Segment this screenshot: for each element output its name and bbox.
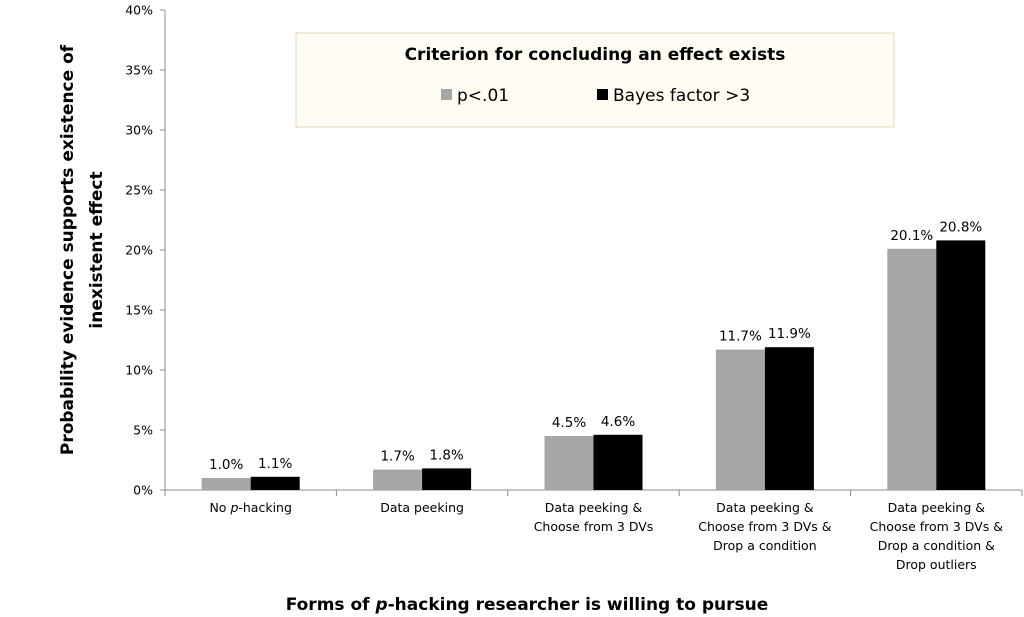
category-label-part: Drop outliers [896,557,977,572]
category-label-part: Drop a condition & [878,538,995,553]
x-axis-title: Forms of p-hacking researcher is willing… [286,595,769,615]
category-label-part: -hacking [238,500,292,515]
bar-p01 [715,349,765,490]
category-label-part: Data peeking & [888,500,986,515]
data-label: 1.0% [209,457,243,473]
data-label: 4.6% [601,414,635,430]
bar-bayes [250,476,300,490]
category-label-part: Choose from 3 DVs [534,519,654,534]
category-label-part: Data peeking & [716,500,814,515]
category-label-part: Data peeking [380,500,464,515]
data-label: 1.1% [258,456,292,472]
data-label: 11.7% [719,329,762,345]
legend: Criterion for concluding an effect exist… [295,32,895,128]
bar-p01 [373,469,423,490]
category-label: Data peeking & Choose from 3 DVs & Drop a … [870,500,1004,572]
data-label: 4.5% [552,415,586,431]
x-axis-title-pre: Forms of [286,595,376,615]
bar-p01 [201,478,251,490]
data-label: 20.8% [939,219,982,235]
bars [201,240,986,490]
bar-bayes [764,347,814,490]
y-tick-label: 40% [125,3,153,18]
data-label: 20.1% [890,228,933,244]
data-label: 1.7% [380,449,414,465]
y-tick-label: 35% [125,63,153,78]
x-axis-title-post: -hacking researcher is willing to pursue [388,595,769,615]
legend-swatch-p01 [441,89,452,100]
data-labels: 1.0% 1.7% 4.5% 11.7% 20.1% 1.1% 1.8% 4.6% 11.9% 2… [209,219,982,473]
data-label: 11.9% [768,326,811,342]
y-tick-label: 30% [125,123,153,138]
category-label: Data peeking [380,500,464,515]
legend-label-bayes: Bayes factor >3 [613,86,750,106]
x-axis [164,489,1023,496]
category-label-part: Choose from 3 DVs & [698,519,832,534]
y-tick-label: 10% [125,363,153,378]
bar-p01 [887,248,937,490]
y-tick-label: 5% [133,423,153,438]
legend-title: Criterion for concluding an effect exist… [405,45,786,65]
category-labels: No p-hacking Data peeking Data peeking & Ch… [209,500,1003,572]
category-label-part: Data peeking & [545,500,643,515]
category-label-part: Choose from 3 DVs & [870,519,1004,534]
y-tick-label: 20% [125,243,153,258]
category-label: Data peeking & Choose from 3 DVs [534,500,654,534]
legend-label-p01: p<.01 [457,86,509,106]
y-tick-label: 15% [125,303,153,318]
y-tick-label: 0% [133,483,153,498]
legend-swatch-bayes [597,89,608,100]
bar-bayes [936,240,986,490]
category-label: No p-hacking [209,500,291,515]
category-label-part: Drop a condition [713,538,816,553]
bar-bayes [422,468,472,490]
legend-box [295,32,895,128]
y-axis-title-line-1: Probability evidence supports existence … [58,44,78,455]
y-axis: 0% 5% 10% 15% 20% 25% 30% 35% 40% [125,3,166,498]
bar-p01 [544,436,594,490]
y-tick-label: 25% [125,183,153,198]
y-axis-title-line-2: inexistent effect [87,171,107,328]
category-label-part: No [209,500,230,515]
bar-bayes [593,434,643,490]
data-label: 1.8% [429,447,463,463]
category-label-part: p [229,500,238,515]
x-axis-title-italic: p [374,595,387,615]
category-label: Data peeking & Choose from 3 DVs & Drop a … [698,500,832,553]
